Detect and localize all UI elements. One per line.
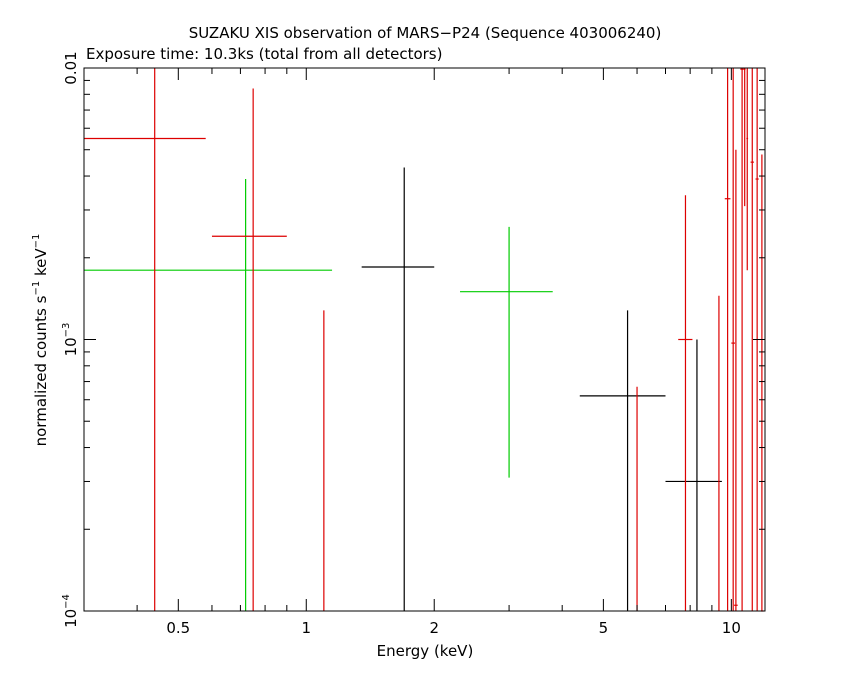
data-point	[665, 339, 722, 611]
data-point	[84, 68, 206, 611]
y-axis-label-main: normalized counts s	[32, 295, 50, 446]
y-tick-base: 10	[62, 609, 80, 628]
y-tick-exp: −3	[61, 323, 72, 338]
y-tick-exp: −4	[61, 594, 72, 609]
y-tick-label: 10−4	[61, 594, 80, 628]
x-tick-label: 1	[301, 619, 311, 637]
x-axis-label: Energy (keV)	[377, 642, 474, 660]
data-point	[734, 149, 738, 611]
x-tick-label: 10	[722, 619, 741, 637]
x-tick-label: 5	[599, 619, 609, 637]
data-point	[740, 68, 744, 611]
x-tick-label: 0.5	[166, 619, 190, 637]
chart-subtitle: Exposure time: 10.3ks (total from all de…	[86, 45, 442, 63]
data-point	[361, 167, 435, 611]
y-axis-label: normalized counts s−1 keV−1	[31, 234, 50, 447]
data-point	[750, 68, 754, 611]
data-layer	[84, 68, 764, 612]
y-tick-label: 10−3	[61, 323, 80, 357]
plot-frame	[83, 67, 766, 612]
series-2	[84, 68, 764, 612]
y-axis-label-mid: keV	[32, 248, 50, 281]
data-point	[761, 154, 764, 612]
data-point	[84, 179, 333, 611]
data-point	[579, 310, 666, 611]
series-1	[84, 179, 553, 611]
data-point	[724, 68, 731, 611]
x-tick-label: 2	[429, 619, 439, 637]
data-point	[211, 88, 287, 611]
chart-title: SUZAKU XIS observation of MARS−P24 (Sequ…	[189, 24, 662, 42]
data-point	[743, 68, 746, 207]
data-point	[746, 68, 749, 271]
y-axis-label-exp2: −1	[31, 234, 42, 249]
series-0	[361, 167, 722, 611]
y-tick-label: 0.01	[62, 51, 80, 84]
y-axis-label-exp1: −1	[31, 281, 42, 296]
data-point	[460, 226, 553, 478]
data-point	[678, 195, 693, 611]
data-point	[731, 68, 735, 611]
y-tick-base: 10	[62, 337, 80, 356]
